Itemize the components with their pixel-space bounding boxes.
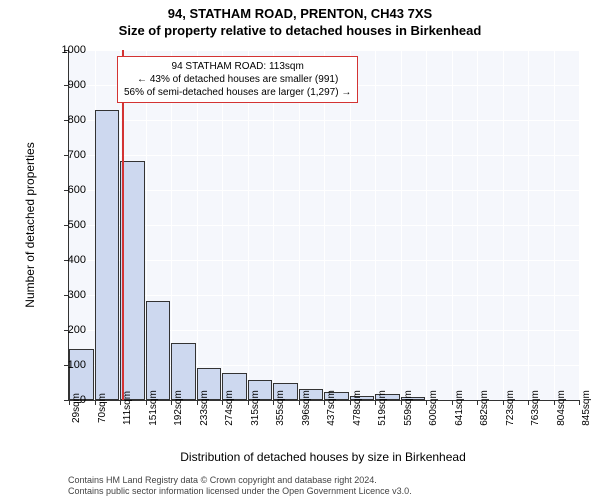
- grid-line-v: [477, 50, 478, 400]
- x-tick-label: 396sqm: [301, 390, 312, 426]
- x-tick-label: 804sqm: [556, 390, 567, 426]
- x-tick-mark: [120, 400, 121, 405]
- x-tick-label: 437sqm: [326, 390, 337, 426]
- x-tick-mark: [375, 400, 376, 405]
- x-tick-mark: [528, 400, 529, 405]
- chart-container: 94, STATHAM ROAD, PRENTON, CH43 7XS Size…: [0, 0, 600, 500]
- x-tick-mark: [477, 400, 478, 405]
- x-tick-label: 845sqm: [581, 390, 592, 426]
- x-tick-label: 233sqm: [199, 390, 210, 426]
- plot-area: 94 STATHAM ROAD: 113sqm← 43% of detached…: [68, 50, 579, 401]
- annotation-box: 94 STATHAM ROAD: 113sqm← 43% of detached…: [117, 56, 358, 103]
- annotation-line1: 94 STATHAM ROAD: 113sqm: [124, 60, 351, 73]
- x-tick-label: 192sqm: [173, 390, 184, 426]
- grid-line-v: [528, 50, 529, 400]
- histogram-bar: [146, 301, 171, 400]
- x-tick-label: 29sqm: [71, 393, 82, 423]
- histogram-bar: [95, 110, 120, 400]
- x-tick-label: 519sqm: [377, 390, 388, 426]
- x-tick-label: 478sqm: [352, 390, 363, 426]
- histogram-bar: [120, 161, 145, 400]
- x-tick-mark: [579, 400, 580, 405]
- y-tick-label: 700: [46, 149, 86, 161]
- x-tick-mark: [197, 400, 198, 405]
- title-main: 94, STATHAM ROAD, PRENTON, CH43 7XS: [0, 0, 600, 21]
- y-tick-label: 400: [46, 254, 86, 266]
- grid-line-v: [375, 50, 376, 400]
- footer-line1: Contains HM Land Registry data © Crown c…: [68, 475, 412, 486]
- grid-line-v: [554, 50, 555, 400]
- grid-line-v: [426, 50, 427, 400]
- x-tick-mark: [350, 400, 351, 405]
- x-tick-label: 151sqm: [148, 390, 159, 426]
- grid-line-v: [579, 50, 580, 400]
- x-tick-mark: [426, 400, 427, 405]
- x-tick-label: 723sqm: [505, 390, 516, 426]
- y-axis-label: Number of detached properties: [23, 125, 37, 325]
- x-tick-mark: [171, 400, 172, 405]
- annotation-line2: ← 43% of detached houses are smaller (99…: [124, 73, 351, 86]
- y-tick-label: 900: [46, 79, 86, 91]
- footer-line2: Contains public sector information licen…: [68, 486, 412, 497]
- x-tick-label: 355sqm: [275, 390, 286, 426]
- x-tick-mark: [401, 400, 402, 405]
- x-tick-mark: [273, 400, 274, 405]
- y-tick-label: 100: [46, 359, 86, 371]
- y-tick-label: 1000: [46, 44, 86, 56]
- x-tick-mark: [324, 400, 325, 405]
- y-tick-label: 300: [46, 289, 86, 301]
- y-tick-label: 800: [46, 114, 86, 126]
- x-tick-label: 274sqm: [224, 390, 235, 426]
- x-tick-label: 763sqm: [530, 390, 541, 426]
- x-tick-mark: [95, 400, 96, 405]
- x-tick-mark: [452, 400, 453, 405]
- y-tick-label: 500: [46, 219, 86, 231]
- x-tick-label: 315sqm: [250, 390, 261, 426]
- grid-line-v: [401, 50, 402, 400]
- grid-line-v: [503, 50, 504, 400]
- x-tick-mark: [248, 400, 249, 405]
- x-tick-mark: [222, 400, 223, 405]
- footer-note: Contains HM Land Registry data © Crown c…: [68, 475, 412, 497]
- x-tick-label: 559sqm: [403, 390, 414, 426]
- x-tick-mark: [503, 400, 504, 405]
- x-tick-label: 641sqm: [454, 390, 465, 426]
- y-tick-label: 200: [46, 324, 86, 336]
- x-tick-label: 70sqm: [97, 393, 108, 423]
- title-sub: Size of property relative to detached ho…: [0, 21, 600, 38]
- x-axis-label: Distribution of detached houses by size …: [68, 450, 578, 464]
- y-tick-label: 600: [46, 184, 86, 196]
- annotation-line3: 56% of semi-detached houses are larger (…: [124, 86, 351, 99]
- x-tick-mark: [146, 400, 147, 405]
- x-tick-label: 111sqm: [122, 391, 133, 425]
- x-tick-mark: [554, 400, 555, 405]
- x-tick-label: 682sqm: [479, 390, 490, 426]
- x-tick-mark: [299, 400, 300, 405]
- x-tick-label: 600sqm: [428, 390, 439, 426]
- grid-line-v: [452, 50, 453, 400]
